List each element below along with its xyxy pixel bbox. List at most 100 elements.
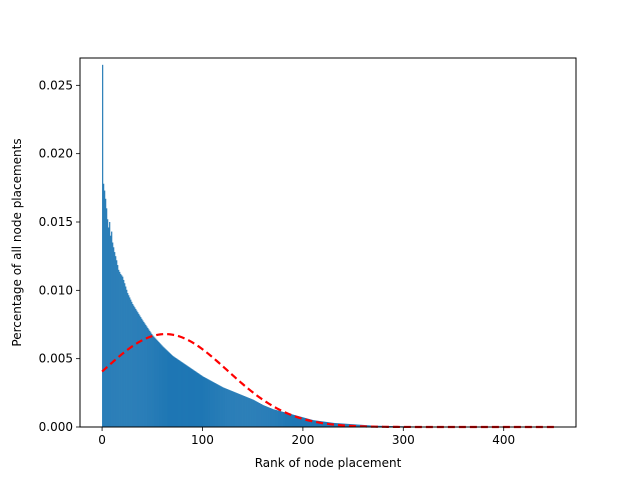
histogram-bar [253, 400, 255, 427]
histogram-bar [259, 403, 261, 427]
x-axis-ticks: 0 100 200 300 400 [98, 427, 515, 447]
histogram-bar [102, 64, 104, 427]
histogram-bar [299, 416, 302, 427]
histogram-bar [287, 413, 289, 427]
histogram-bar [194, 370, 196, 427]
x-tick-label: 400 [492, 433, 515, 447]
histogram-bar [185, 364, 187, 427]
histogram-bar [216, 384, 218, 427]
histogram-bar [122, 276, 124, 427]
histogram-bar [242, 395, 244, 427]
histogram-bar [263, 405, 265, 427]
histogram-bar [212, 381, 214, 427]
y-tick-label: 0.005 [39, 352, 73, 366]
histogram-bar [201, 375, 203, 427]
histogram-bar [276, 410, 278, 427]
histogram-bar [316, 420, 319, 427]
histogram-bar [171, 354, 173, 427]
histogram-bar [380, 425, 382, 427]
histogram-bar [229, 390, 231, 427]
x-axis-label: Rank of node placement [255, 456, 402, 470]
histogram-bar [133, 305, 135, 427]
histogram-bar [143, 321, 145, 427]
histogram-bar [128, 295, 130, 427]
histogram-bar [184, 364, 186, 427]
histogram-bar [368, 425, 370, 427]
histogram-bar [165, 349, 167, 427]
histogram-bar [235, 392, 237, 427]
histogram-bar [219, 385, 221, 427]
histogram-bar [269, 408, 271, 427]
histogram-bar [266, 406, 268, 427]
histogram-bar [136, 310, 138, 427]
histogram-bar [237, 393, 239, 427]
histogram-bar [153, 336, 155, 427]
histogram-bar [251, 399, 253, 427]
histogram-bar [152, 335, 154, 427]
histogram-bar [148, 329, 150, 427]
histogram-bar [282, 411, 284, 427]
histogram-bar [293, 414, 296, 427]
histogram-bar [324, 421, 327, 427]
histogram-bar [159, 343, 161, 427]
histogram-bar [208, 379, 210, 427]
histogram-bar [241, 395, 243, 427]
histogram-bar [250, 398, 252, 427]
histogram-bar [303, 417, 306, 427]
x-tick-label: 100 [191, 433, 214, 447]
histogram-bar [307, 418, 310, 427]
histogram-bar [213, 382, 215, 427]
histogram-bars [102, 64, 465, 427]
histogram-bar [156, 339, 158, 427]
histogram-bar [271, 408, 273, 427]
histogram-bar [183, 363, 185, 427]
histogram-bar [356, 424, 358, 427]
histogram-bar [209, 380, 211, 427]
histogram-bar [109, 222, 111, 427]
histogram-bar [189, 367, 191, 427]
y-tick-label: 0.000 [39, 420, 73, 434]
histogram-bar [196, 372, 198, 427]
x-tick-label: 300 [392, 433, 415, 447]
histogram-bar [311, 419, 314, 427]
histogram-bar [238, 393, 240, 427]
plot-frame [79, 57, 577, 428]
y-tick-label: 0.020 [39, 147, 73, 161]
histogram-bar [117, 265, 119, 427]
histogram-bar [243, 395, 245, 427]
histogram-bar [158, 341, 160, 427]
histogram-bar [203, 376, 205, 427]
histogram-bar [334, 422, 336, 427]
histogram-bar [245, 396, 247, 427]
histogram-bar [257, 402, 259, 427]
histogram-bar [255, 401, 257, 427]
histogram-bar [206, 378, 208, 427]
histogram-bar [178, 360, 180, 427]
histogram-bar [205, 378, 207, 427]
histogram-bar [358, 424, 360, 427]
histogram-bar [121, 275, 123, 427]
histogram-bar [146, 326, 148, 427]
histogram-bar [120, 273, 122, 427]
histogram-bar [274, 409, 276, 427]
histogram-bar [190, 368, 192, 427]
histogram-bar [335, 423, 337, 427]
histogram-bar [163, 347, 165, 427]
histogram-bar [337, 423, 339, 427]
histogram-bar [127, 293, 129, 427]
histogram-bar [300, 416, 303, 427]
histogram-bar [233, 391, 235, 427]
histogram-bar [244, 396, 246, 427]
x-tick-label: 200 [291, 433, 314, 447]
histogram-bar [302, 417, 305, 427]
histogram-bar [267, 407, 269, 427]
histogram-bar [305, 418, 308, 427]
histogram-bar [240, 394, 242, 427]
histogram-bar [313, 420, 316, 427]
histogram-bar [166, 350, 168, 427]
histogram-bar [175, 357, 177, 427]
histogram-bar [283, 412, 285, 427]
histogram-bar [284, 412, 286, 427]
histogram-bar [249, 398, 251, 427]
